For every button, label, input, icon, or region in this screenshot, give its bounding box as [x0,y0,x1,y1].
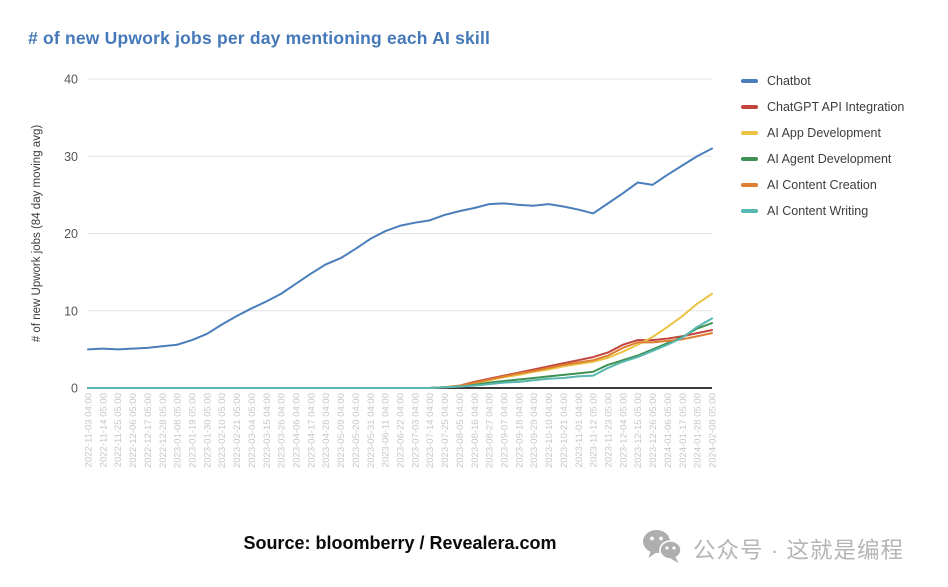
x-tick-label: 2023-05-20 04:00 [351,393,362,468]
legend-swatch [741,209,758,213]
series-line-ai-app-development [87,292,713,389]
legend-item-chatgpt-api-integration[interactable]: ChatGPT API Integration [741,99,904,115]
x-tick-label: 2023-07-14 04:00 [425,393,436,468]
x-tick-label: 2023-01-30 05:00 [202,393,213,468]
legend-item-ai-agent-development[interactable]: AI Agent Development [741,151,904,167]
x-tick-label: 2024-01-06 05:00 [663,393,674,468]
x-tick-label: 2023-06-11 04:00 [381,393,392,467]
x-tick-label: 2023-10-21 04:00 [559,393,570,468]
x-tick-label: 2023-05-09 04:00 [336,393,347,468]
x-tick-label: 2022-11-03 04:00 [84,393,95,467]
x-tick-label: 2023-11-12 05:00 [589,393,600,467]
x-tick-label: 2023-08-27 04:00 [485,393,496,468]
watermark-text: 公众号 · 这就是编程 [693,537,904,563]
x-tick-label: 2023-09-18 04:00 [514,393,525,468]
chart-title: # of new Upwork jobs per day mentioning … [28,28,491,48]
legend-item-ai-content-writing[interactable]: AI Content Writing [741,203,904,219]
legend-swatch [741,183,758,187]
x-tick-label: 2023-12-15 05:00 [633,393,644,468]
x-tick-label: 2024-01-28 05:00 [693,393,704,468]
x-tick-label: 2023-11-23 05:00 [604,393,615,467]
series-line-ai-agent-development [87,322,713,389]
y-tick-label: 0 [71,382,78,396]
x-tick-label: 2023-03-26 04:00 [277,393,288,468]
x-tick-label: 2022-12-17 05:00 [143,393,154,468]
x-tick-label: 2024-02-08 05:00 [708,393,719,468]
source-text: Source: bloomberry / Revealera.com [243,533,557,553]
y-tick-label: 20 [64,227,78,241]
legend-item-ai-content-creation[interactable]: AI Content Creation [741,177,904,193]
x-tick-label: 2023-10-10 04:00 [544,393,555,468]
x-tick-label: 2023-05-31 04:00 [366,393,377,468]
x-tick-label: 2023-07-25 04:00 [440,393,451,468]
x-tick-label: 2023-12-04 05:00 [618,393,629,468]
x-tick-label: 2024-01-17 05:00 [678,393,689,468]
legend-label: AI Content Creation [767,178,877,192]
x-tick-label: 2023-08-05 04:00 [455,393,466,468]
y-tick-label: 30 [64,150,78,164]
x-tick-label: 2022-12-06 05:00 [128,393,139,468]
x-tick-label: 2023-06-22 04:00 [396,393,407,468]
legend-swatch [741,157,758,161]
legend-label: AI Content Writing [767,204,869,218]
x-tick-label: 2023-01-08 05:00 [173,393,184,468]
series-line-chatbot [87,147,713,351]
legend-label: AI App Development [767,126,881,140]
legend-label: AI Agent Development [767,152,892,166]
series-line-ai-content-writing [87,317,713,389]
watermark: 公众号 · 这就是编程 [642,528,904,569]
y-tick-label: 10 [64,304,78,318]
wechat-icon [642,528,683,569]
legend-item-ai-app-development[interactable]: AI App Development [741,125,904,141]
x-tick-label: 2023-01-19 05:00 [188,393,199,468]
legend-label: Chatbot [767,74,811,88]
legend-item-chatbot[interactable]: Chatbot [741,73,904,89]
x-tick-label: 2022-12-28 05:00 [158,393,169,468]
legend-swatch [741,131,758,135]
x-tick-label: 2023-02-10 05:00 [217,393,228,468]
chart-plot: 0 10 20 30 40 2022-11-03 04:00 2022-11-14 05:0… [31,73,719,469]
x-tick-label: 2023-03-15 04:00 [262,393,273,468]
x-tick-label: 2023-07-03 04:00 [410,393,421,468]
series-line-chatgpt-api-integration [87,329,713,389]
legend-swatch [741,105,758,109]
x-tick-label: 2023-09-29 04:00 [529,393,540,468]
y-axis-title: # of new Upwork jobs (84 day moving avg) [31,125,43,342]
x-tick-label: 2023-04-17 04:00 [306,393,317,468]
legend: Chatbot ChatGPT API Integration AI App Dev… [741,73,904,229]
x-tick-label: 2022-11-25 05:00 [113,393,124,467]
y-tick-label: 40 [64,73,78,87]
x-tick-label: 2023-02-21 05:00 [232,393,243,468]
x-tick-label: 2023-09-07 04:00 [500,393,511,468]
x-tick-label: 2023-12-26 05:00 [648,393,659,468]
x-tick-label: 2023-11-01 04:00 [574,393,585,467]
legend-label: ChatGPT API Integration [767,100,905,114]
x-tick-label: 2023-03-04 05:00 [247,393,258,468]
x-tick-label: 2022-11-14 05:00 [98,393,109,467]
legend-swatch [741,79,758,83]
x-tick-label: 2023-08-16 04:00 [470,393,481,468]
x-tick-label: 2023-04-06 04:00 [292,393,303,468]
x-tick-label: 2023-04-28 04:00 [321,393,332,468]
